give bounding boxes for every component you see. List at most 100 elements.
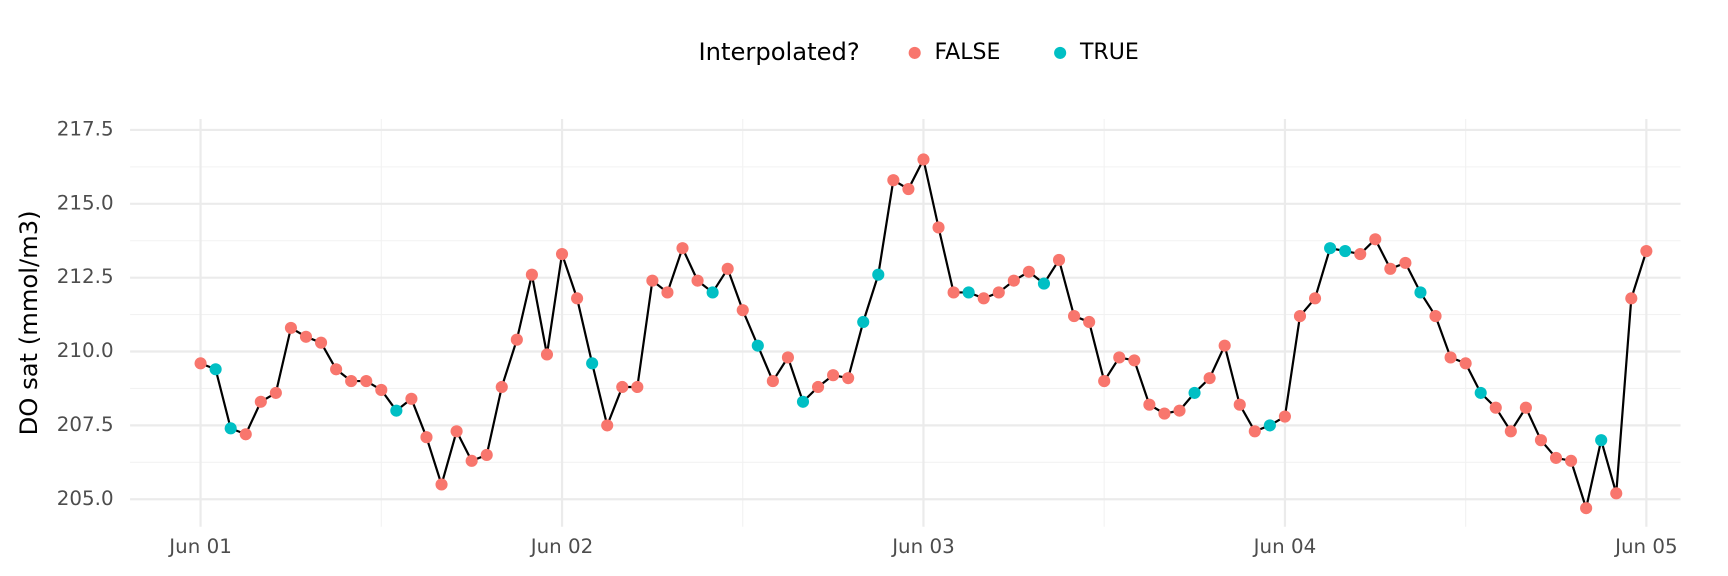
data-point (1324, 242, 1337, 255)
legend-title: Interpolated? (698, 37, 859, 66)
data-point (345, 375, 358, 388)
data-point (450, 425, 463, 438)
data-point (631, 380, 644, 394)
data-point (284, 321, 297, 334)
data-point (1052, 253, 1066, 267)
data-point (827, 369, 840, 382)
data-point (1143, 398, 1156, 411)
data-point (646, 274, 659, 287)
data-point (239, 428, 252, 441)
y-tick-label: 207.5 (57, 413, 114, 436)
data-point (1519, 401, 1532, 414)
data-point (1414, 286, 1427, 299)
data-point (435, 478, 448, 491)
data-point (1565, 454, 1578, 467)
data-point (1308, 292, 1322, 305)
data-point (842, 372, 855, 385)
data-point (1369, 233, 1382, 246)
data-point (540, 348, 554, 361)
data-point (254, 395, 267, 408)
data-point (1595, 434, 1608, 447)
data-point (480, 448, 493, 462)
data-point (1158, 407, 1171, 420)
data-point (691, 274, 704, 287)
data-point (360, 375, 373, 388)
data-point (299, 330, 313, 343)
grid (130, 119, 1681, 527)
data-point (1444, 351, 1457, 364)
data-point (1233, 398, 1246, 411)
data-point (857, 315, 870, 329)
data-point (992, 286, 1005, 299)
data-point (1037, 277, 1051, 290)
x-tick-label: Jun 02 (529, 535, 594, 558)
data-point (330, 363, 343, 376)
data-point (766, 375, 779, 388)
data-point (1083, 315, 1096, 329)
legend-marker (1054, 46, 1067, 59)
legend-label: FALSE (935, 40, 1001, 65)
data-point (1068, 310, 1081, 323)
y-tick-label: 215.0 (57, 191, 114, 214)
data-point (872, 268, 885, 281)
data-point (796, 395, 810, 408)
data-point (1188, 386, 1201, 399)
data-point (661, 286, 674, 299)
data-point (781, 351, 794, 364)
data-point (932, 221, 945, 234)
data-point (224, 422, 237, 435)
y-tick-label: 205.0 (57, 487, 114, 510)
data-point (1549, 451, 1563, 464)
data-point (1128, 354, 1141, 367)
data-point (269, 386, 282, 399)
data-point (811, 380, 825, 394)
data-point (1625, 292, 1638, 305)
data-point (1354, 247, 1367, 261)
data-point (390, 404, 403, 417)
data-point (375, 383, 388, 397)
data-point (1534, 434, 1548, 447)
data-point (887, 174, 900, 187)
data-point (1218, 339, 1231, 352)
data-point (962, 286, 975, 299)
x-tick-label: Jun 04 (1252, 535, 1317, 558)
data-point (1474, 386, 1487, 399)
data-point (1429, 310, 1442, 323)
x-tick-label: Jun 05 (1613, 535, 1678, 558)
data-point (1293, 310, 1307, 323)
data-point (1113, 351, 1126, 364)
data-point (465, 454, 478, 467)
data-point (1173, 404, 1186, 417)
data-point (1640, 245, 1653, 258)
data-point (571, 292, 584, 305)
legend-marker (908, 46, 921, 59)
data-point (525, 268, 538, 281)
data-point (1278, 410, 1291, 423)
data-point (721, 262, 734, 275)
data-point (495, 380, 508, 394)
data-point (1504, 425, 1517, 438)
data-point (601, 419, 614, 432)
data-point (510, 333, 523, 346)
y-axis-title: DO sat (mmol/m3) (14, 210, 43, 435)
data-point (1098, 375, 1111, 388)
data-point (209, 363, 222, 376)
y-tick-label: 212.5 (57, 265, 114, 288)
data-point (1007, 274, 1020, 287)
x-tick-label: Jun 03 (890, 535, 955, 558)
data-point (1022, 265, 1035, 278)
legend-label: TRUE (1079, 40, 1139, 65)
data-point (1263, 419, 1276, 432)
data-point (194, 357, 207, 370)
data-point (917, 153, 930, 166)
data-point (1399, 256, 1412, 269)
data-point (1248, 425, 1261, 438)
data-point (706, 286, 719, 299)
data-point (1203, 372, 1216, 385)
data-point (420, 431, 433, 444)
data-point (1459, 357, 1472, 370)
y-tick-label: 217.5 (57, 117, 114, 140)
data-point (555, 247, 569, 261)
y-tick-label: 210.0 (57, 339, 114, 362)
